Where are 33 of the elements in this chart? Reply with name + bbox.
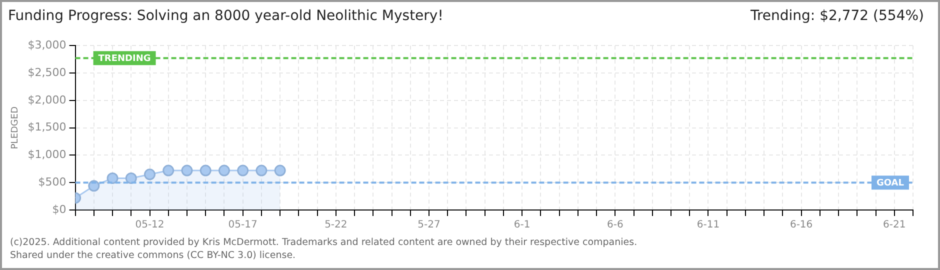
y-tick-label: $2,500 [28,66,66,79]
x-tick-label: 5-27 [418,220,440,231]
text: Shared under the creative commons (CC BY-NC 3.0) license. [10,249,297,262]
x-tick-label: 5-22 [324,220,348,231]
point [256,164,268,176]
point [162,164,174,176]
ref-line-label: GOAL [876,178,904,188]
x-tick-label: 6-6 [606,220,624,231]
y-tick-label: $3,000 [28,38,66,52]
point [125,172,137,184]
y-tick-label: $500 [38,175,66,188]
point [274,164,286,176]
chart-title: Funding Progress: Solving an 8000 year-old Neolithic Mystery! [8,8,444,24]
x-tick-label: 05-17 [228,220,258,231]
x-tick-label: 6-1 [514,220,530,231]
point [200,164,212,176]
x-tick-label: 6-11 [696,220,720,231]
text: (c)2025. Additional content provided by Kris McDermott. Trademarks and related content are owned by their respective companies. [10,236,638,249]
point [144,168,156,180]
x-tick-label: 6-21 [883,220,906,231]
y-tick-label: $2,000 [28,93,66,106]
point [181,164,193,176]
y-tick-label: $0 [52,202,66,216]
x-tick-label: 05-12 [135,220,164,231]
y-axis-title: PLEDGED [10,106,21,150]
chart-subtitle: Trending: $2,772 (554%) [750,8,924,24]
y-tick-label: $1,500 [28,120,66,134]
x-tick-label: 6-16 [790,220,813,231]
y-tick-label: $1,000 [28,148,66,162]
point [218,164,230,176]
point [237,164,249,176]
ref-line-label: TRENDING [98,54,151,64]
point [106,172,118,184]
